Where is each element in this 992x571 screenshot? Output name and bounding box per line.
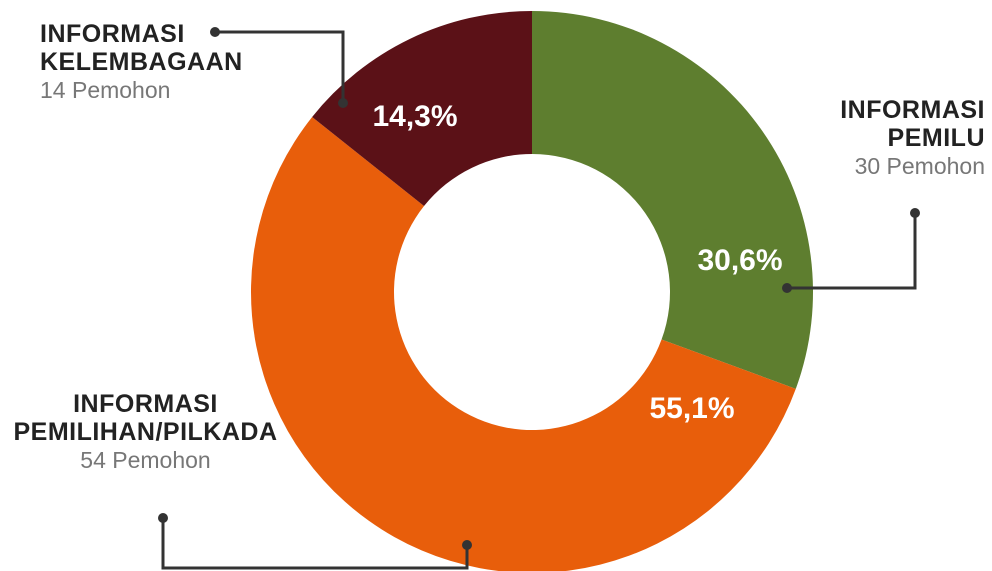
label-pilkada: INFORMASI PEMILIHAN/PILKADA 54 Pemohon [8,390,283,474]
count-label: 30 Pemohon [854,153,985,179]
category-label: INFORMASI PEMILIHAN/PILKADA [13,390,278,446]
count-label: 14 Pemohon [40,77,171,103]
label-kelembagaan: INFORMASI KELEMBAGAAN 14 Pemohon [40,20,243,104]
leader-dot [338,98,348,108]
leader-dot [782,283,792,293]
category-label: INFORMASI KELEMBAGAAN [40,20,243,76]
wedge [532,11,813,389]
leader-dot [210,27,220,37]
value-label: 14,3% [372,100,457,133]
leader-dot [462,540,472,550]
label-pemilu: INFORMASI PEMILU 30 Pemohon [800,96,985,180]
wedge [312,11,532,207]
category-label: INFORMASI PEMILU [840,96,985,152]
value-label: 30,6% [697,244,782,277]
leader-dots [158,27,920,550]
donut [251,11,813,571]
count-label: 54 Pemohon [80,447,211,473]
leader-line [215,30,345,103]
leader-line [787,213,917,290]
leaders [161,30,917,570]
leader-dot [158,513,168,523]
value-label: 55,1% [649,392,734,425]
wedge [251,116,796,571]
leader-line [161,518,469,570]
leader-dot [910,208,920,218]
